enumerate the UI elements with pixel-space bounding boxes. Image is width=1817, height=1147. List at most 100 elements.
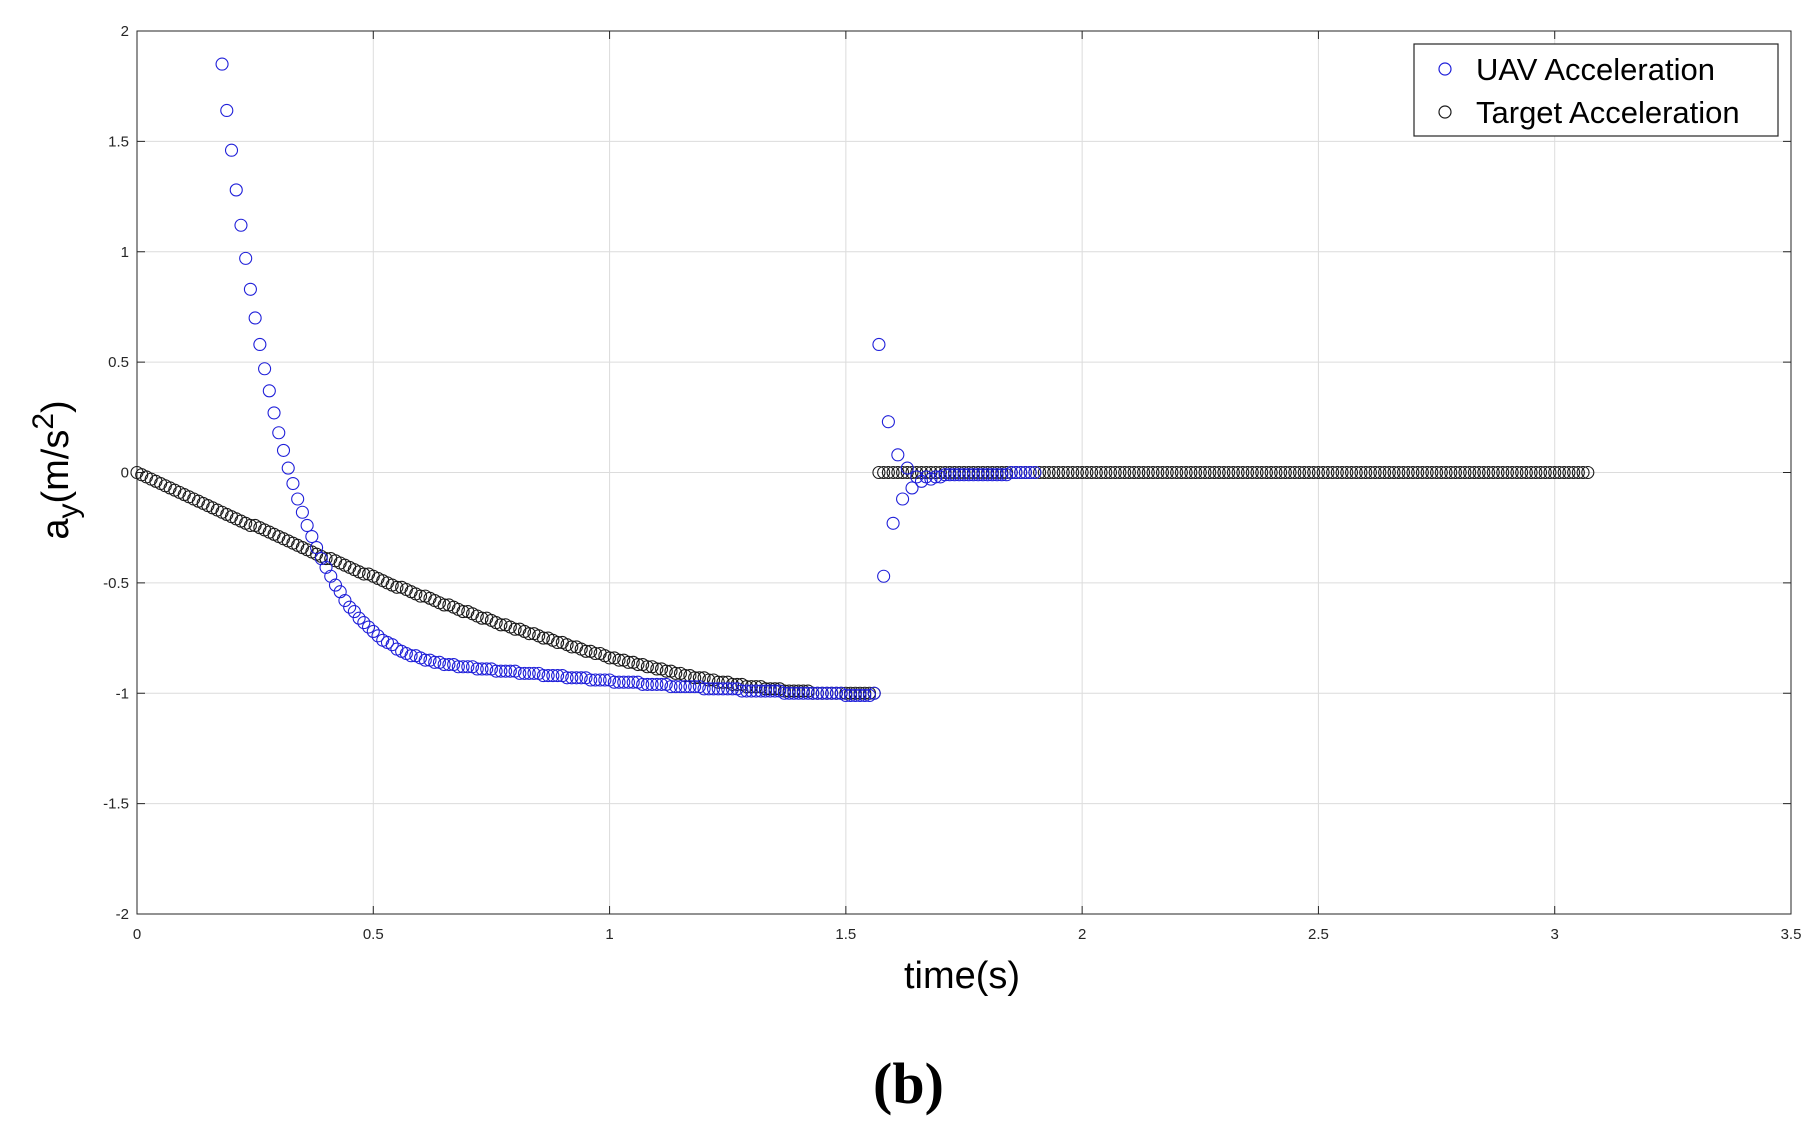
data-point	[1401, 465, 1415, 480]
data-point	[1368, 465, 1382, 480]
data-point	[413, 589, 428, 603]
data-point	[1203, 465, 1217, 480]
data-point	[1548, 465, 1562, 480]
data-point	[224, 143, 239, 157]
data-point	[900, 461, 914, 475]
data-point	[1028, 465, 1042, 480]
data-point	[929, 470, 943, 484]
data-point	[1363, 465, 1377, 480]
data-point	[1075, 465, 1089, 480]
data-point	[617, 675, 631, 689]
data-point	[1118, 465, 1132, 480]
data-point	[886, 516, 900, 530]
data-point	[1344, 465, 1359, 480]
data-point	[1141, 465, 1155, 480]
data-point	[1146, 465, 1160, 480]
data-point	[569, 671, 584, 685]
data-point	[1444, 465, 1458, 480]
data-point	[645, 677, 659, 691]
data-point	[1274, 465, 1288, 480]
data-point	[853, 688, 867, 703]
data-point	[1458, 465, 1472, 480]
data-point	[820, 686, 834, 700]
data-point	[1089, 465, 1103, 480]
data-point	[1576, 465, 1590, 480]
figure-caption: (b)	[873, 1051, 944, 1116]
data-point	[551, 635, 565, 650]
data-point	[347, 605, 361, 619]
data-point	[716, 682, 730, 696]
data-point	[1288, 465, 1302, 480]
legend-box	[1413, 43, 1779, 137]
data-point	[1571, 465, 1585, 480]
data-point	[1510, 465, 1524, 480]
data-point	[267, 406, 281, 420]
data-point	[1094, 465, 1108, 480]
data-point	[243, 518, 257, 533]
x-tick-label: 3.5	[1781, 926, 1802, 943]
data-point	[1042, 465, 1056, 480]
scatter-chart: 0 0.5 1 1.5 2 2.5 3 3.5 -2 -1.5 -1 -0.5 0 0.5 1 1.5 2 ti…	[27, 23, 1802, 997]
data-point	[1340, 465, 1354, 480]
data-point	[1500, 465, 1515, 480]
data-point	[744, 684, 758, 698]
data-point	[338, 593, 352, 608]
data-point	[1085, 465, 1099, 480]
data-point	[1240, 465, 1255, 480]
data-point	[976, 468, 990, 482]
data-point	[499, 664, 513, 678]
data-point	[494, 618, 508, 632]
data-point	[1302, 465, 1316, 480]
data-point	[985, 468, 999, 482]
data-point	[749, 684, 763, 698]
data-point	[1354, 465, 1368, 480]
data-point	[508, 622, 522, 636]
data-point	[1250, 465, 1264, 480]
data-point	[631, 657, 645, 672]
data-point	[1326, 465, 1340, 480]
data-point	[1406, 465, 1420, 480]
data-point	[243, 282, 257, 296]
data-point	[683, 680, 697, 694]
data-point	[1430, 465, 1444, 480]
data-point	[957, 468, 971, 482]
data-point	[905, 481, 919, 495]
data-point	[1222, 465, 1236, 480]
data-point	[914, 465, 929, 480]
data-point	[881, 465, 895, 480]
data-point	[669, 680, 683, 694]
data-point	[461, 660, 475, 674]
data-point	[1439, 465, 1453, 480]
data-point	[1411, 465, 1425, 480]
data-point	[952, 468, 966, 482]
data-point	[517, 666, 532, 680]
data-point	[621, 655, 636, 669]
data-point	[844, 688, 858, 703]
data-point	[1396, 465, 1411, 480]
data-point	[1255, 465, 1269, 480]
data-point	[1217, 465, 1231, 480]
series-uav-acceleration	[215, 57, 1042, 703]
data-point	[541, 669, 555, 683]
data-point	[1155, 465, 1170, 480]
data-point	[418, 653, 432, 667]
data-point	[1132, 465, 1146, 480]
data-point	[470, 662, 484, 676]
data-point	[489, 664, 503, 678]
data-point	[1562, 465, 1576, 480]
data-point	[612, 675, 626, 689]
data-point	[735, 684, 749, 698]
data-point	[886, 465, 900, 480]
data-point	[1415, 465, 1429, 480]
data-point	[1212, 465, 1226, 480]
data-point	[896, 492, 910, 506]
data-point	[536, 631, 550, 645]
data-point	[1207, 465, 1222, 480]
data-point	[763, 684, 777, 698]
y-axis-title-units: (m/s	[35, 430, 77, 504]
data-point	[914, 474, 929, 488]
data-point	[300, 518, 314, 533]
data-point	[1113, 465, 1127, 480]
data-point	[333, 585, 347, 599]
data-point	[1387, 465, 1401, 480]
